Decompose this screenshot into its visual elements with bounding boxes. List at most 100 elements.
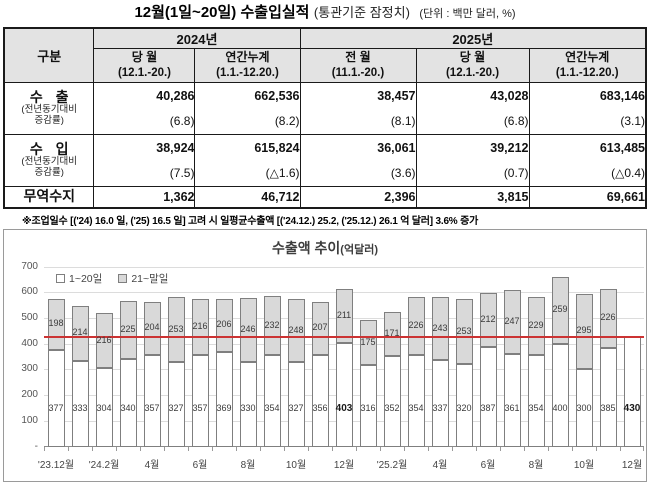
bar-second-period-'24.11월 bbox=[311, 301, 329, 355]
legend-item-second-period: 21~말일 bbox=[118, 271, 168, 286]
bar-value-first-'24.7월: 369 bbox=[216, 402, 232, 413]
legend-swatch-gray-icon bbox=[118, 273, 128, 283]
y-axis-tick-100: 100 bbox=[21, 414, 38, 426]
bar-second-period-'25.11월 bbox=[599, 289, 617, 348]
bar-value-first-'24.8월: 330 bbox=[240, 402, 256, 413]
x-axis-label-'23.12월: '23.12월 bbox=[37, 459, 75, 471]
bar-value-second-'24.8월: 246 bbox=[240, 324, 256, 334]
bar-value-first-'25.8월: 354 bbox=[528, 402, 544, 413]
x-axis-tick bbox=[643, 446, 644, 451]
bar-first-period-'25.7월 bbox=[503, 353, 521, 447]
col-header-name: 연간누계 bbox=[565, 50, 610, 65]
x-axis-tick bbox=[68, 446, 69, 451]
bar-first-period-'24.7월 bbox=[215, 351, 233, 447]
balance-2025-prev-month: 2,396 bbox=[299, 186, 417, 208]
bar-second-period-'25.10월 bbox=[575, 293, 593, 370]
bar-value-second-'25.7월: 247 bbox=[504, 315, 520, 326]
bar-second-period-'24.2월 bbox=[95, 312, 113, 369]
bar-value-first-'24.2월: 304 bbox=[96, 402, 112, 413]
y-axis-tick-600: 600 bbox=[21, 286, 38, 298]
trade-stats-table: 구분 2024년 2025년 당 월 (12.1.-20.) 연간누계 (1.1… bbox=[2, 27, 648, 209]
bar-value-second-'24.2월: 216 bbox=[96, 334, 112, 345]
gridline-700 bbox=[44, 266, 644, 268]
bar-first-period-'25.11월 bbox=[599, 347, 617, 447]
bar-value-first-'24.12월: 403 bbox=[335, 402, 353, 414]
table-row-exports: 수 출 (전년동기대비 증감률) 40,286 (6.8) 662,536 (8… bbox=[3, 82, 647, 135]
bar-first-period-'25.1월 bbox=[359, 365, 377, 447]
col-header-name: 연간누계 bbox=[225, 50, 270, 65]
bar-second-period-'25.4월 bbox=[431, 297, 449, 360]
table-corner-label: 구분 bbox=[3, 27, 95, 83]
x-axis-label-6월: 6월 bbox=[192, 459, 208, 471]
x-axis-tick bbox=[332, 446, 333, 451]
bar-first-period-'24.9월 bbox=[263, 355, 281, 447]
year-header-2024: 2024년 bbox=[93, 27, 301, 49]
bar-second-period-'25.2월 bbox=[383, 312, 401, 356]
reference-line-430 bbox=[44, 335, 644, 338]
bar-value-second-'25.11월: 226 bbox=[600, 312, 616, 323]
exports-2025-prev-month: 38,457 (8.1) bbox=[299, 82, 417, 135]
bar-second-period-'24.3월 bbox=[119, 301, 137, 360]
bar-second-period-'24.5월 bbox=[167, 297, 185, 363]
chart-title-text: 수출액 추이 bbox=[272, 239, 341, 256]
bar-value-first-'25.5월: 320 bbox=[456, 402, 472, 413]
imports-2025-prev-month: 36,061 (3.6) bbox=[299, 134, 417, 187]
bar-first-period-'24.12월 bbox=[335, 342, 353, 447]
bar-value-first-'25.6월: 387 bbox=[480, 402, 496, 413]
bar-second-period-'25.8월 bbox=[527, 296, 545, 356]
bar-value-first-'25.3월: 354 bbox=[408, 402, 424, 413]
col-header-period: (11.1.-20.) bbox=[331, 67, 385, 80]
bar-first-period-'24.2월 bbox=[95, 368, 113, 447]
bar-value-first-'23.12월: 377 bbox=[48, 402, 64, 413]
imports-2025-month: 39,212 (0.7) bbox=[415, 134, 530, 187]
x-axis-tick bbox=[188, 446, 189, 451]
balance-2025-month: 3,815 bbox=[415, 186, 530, 208]
y-axis-tick-300: 300 bbox=[21, 363, 38, 375]
bar-second-period-'24.9월 bbox=[263, 295, 281, 356]
x-axis-tick bbox=[308, 446, 309, 451]
exports-2024-month: 40,286 (6.8) bbox=[93, 82, 196, 135]
bar-second-period-'24.10월 bbox=[287, 298, 305, 363]
bar-value-first-'24.6월: 357 bbox=[192, 402, 208, 413]
bar-value-first-'24.1월: 333 bbox=[72, 402, 88, 413]
document-title-subtitle: (통관기준 잠정치) bbox=[313, 5, 410, 20]
bar-value-second-'24.1월: 214 bbox=[72, 327, 88, 338]
bar-second-period-'25.3월 bbox=[407, 297, 425, 356]
bar-second-period-'24.6월 bbox=[191, 299, 209, 355]
table-row-imports: 수 입 (전년동기대비 증감률) 38,924 (7.5) 615,824 (△… bbox=[3, 134, 647, 187]
bar-first-period-'24.5월 bbox=[167, 362, 185, 447]
bar-value-first-'25.12월: 430 bbox=[623, 402, 641, 414]
bar-first-period-'24.6월 bbox=[191, 354, 209, 447]
x-axis-tick bbox=[524, 446, 525, 451]
document-title-unit: (단위 : 백만 달러, %) bbox=[419, 8, 516, 20]
x-axis-tick bbox=[116, 446, 117, 451]
x-axis-label-12월: 12월 bbox=[621, 459, 643, 471]
x-axis-label-4월: 4월 bbox=[432, 459, 448, 471]
bar-first-period-'24.8월 bbox=[239, 361, 257, 447]
bar-first-period-'25.3월 bbox=[407, 355, 425, 447]
bar-value-first-'24.11월: 356 bbox=[312, 402, 328, 413]
exports-2024-cumulative: 662,536 (8.2) bbox=[194, 82, 301, 135]
bar-value-second-'24.12월: 211 bbox=[336, 309, 352, 320]
bar-value-second-'25.3월: 226 bbox=[408, 320, 424, 331]
x-axis-tick bbox=[44, 446, 45, 451]
col-header-2025-month: 당 월 (12.1.-20.) bbox=[415, 48, 530, 83]
x-axis-label-10월: 10월 bbox=[285, 459, 307, 471]
bar-value-second-'24.10월: 248 bbox=[288, 324, 304, 335]
bar-value-second-'24.7월: 206 bbox=[216, 319, 232, 330]
bar-first-period-'24.4월 bbox=[143, 354, 161, 447]
bar-value-second-'24.4월: 204 bbox=[144, 322, 160, 333]
exports-2025-cumulative: 683,146 (3.1) bbox=[528, 82, 647, 135]
x-axis-label-'24.2월: '24.2월 bbox=[88, 459, 120, 471]
bar-value-second-'24.9월: 232 bbox=[264, 319, 280, 330]
bar-second-period-'25.5월 bbox=[455, 299, 473, 365]
x-axis-tick bbox=[452, 446, 453, 451]
x-axis-tick bbox=[404, 446, 405, 451]
x-axis-label-8월: 8월 bbox=[240, 459, 256, 471]
col-header-2024-month: 당 월 (12.1.-20.) bbox=[93, 48, 196, 83]
bar-second-period-'25.9월 bbox=[551, 277, 569, 344]
balance-2024-month: 1,362 bbox=[93, 186, 196, 208]
bar-first-period-'24.3월 bbox=[119, 359, 137, 447]
bar-first-period-'24.11월 bbox=[311, 354, 329, 447]
bar-first-period-'25.8월 bbox=[527, 355, 545, 447]
